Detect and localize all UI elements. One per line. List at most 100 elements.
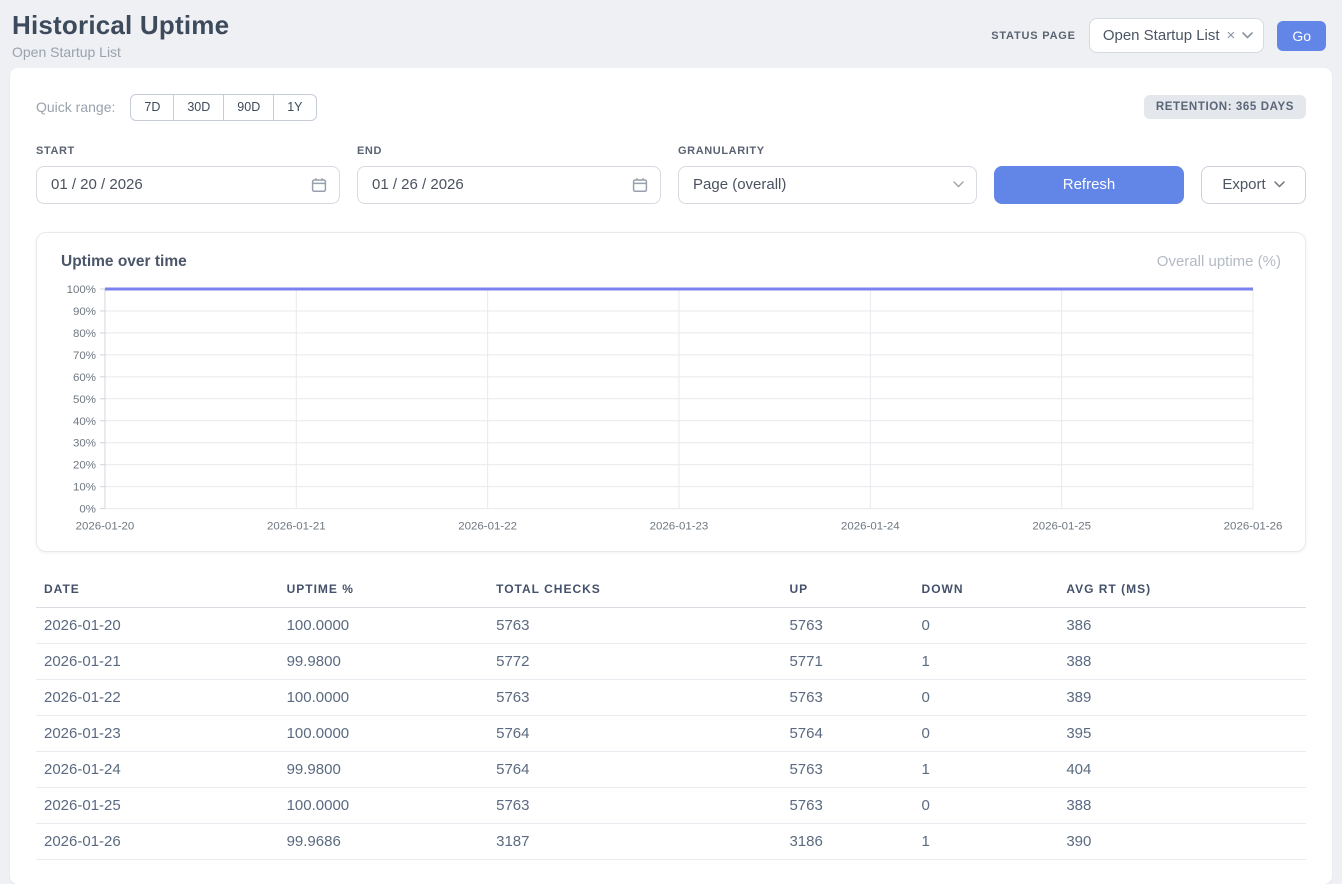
svg-text:2026-01-26: 2026-01-26: [1224, 520, 1283, 532]
table-cell: 99.9800: [279, 752, 489, 788]
table-cell: 0: [914, 788, 1059, 824]
svg-text:80%: 80%: [73, 328, 96, 340]
table-cell: 100.0000: [279, 680, 489, 716]
table-cell: 5763: [488, 788, 781, 824]
svg-text:2026-01-25: 2026-01-25: [1032, 520, 1091, 532]
end-date-input[interactable]: 01 / 26 / 2026: [357, 166, 661, 204]
column-header: UPTIME %: [279, 574, 489, 608]
page-title: Historical Uptime: [12, 10, 229, 41]
table-cell: 100.0000: [279, 608, 489, 644]
table-row: 2026-01-20100.0000576357630386: [36, 608, 1306, 644]
chart-title: Uptime over time: [61, 253, 187, 271]
table-cell: 5764: [488, 716, 781, 752]
svg-text:2026-01-24: 2026-01-24: [841, 520, 900, 532]
table-cell: 5763: [488, 680, 781, 716]
uptime-line-chart: 0%10%20%30%40%50%60%70%80%90%100%2026-01…: [59, 281, 1283, 533]
table-row: 2026-01-2199.9800577257711388: [36, 644, 1306, 680]
page-header: Historical Uptime Open Startup List STAT…: [0, 0, 1342, 68]
table-cell: 5763: [781, 788, 913, 824]
table-cell: 2026-01-20: [36, 608, 279, 644]
table-cell: 2026-01-26: [36, 824, 279, 860]
table-cell: 1: [914, 824, 1059, 860]
quick-range-button-90d[interactable]: 90D: [223, 94, 274, 121]
table-cell: 5764: [488, 752, 781, 788]
calendar-icon[interactable]: [311, 177, 327, 193]
table-cell: 5763: [781, 752, 913, 788]
granularity-label: GRANULARITY: [678, 145, 977, 157]
svg-text:0%: 0%: [79, 503, 96, 515]
table-row: 2026-01-2699.9686318731861390: [36, 824, 1306, 860]
end-field-label: END: [357, 145, 661, 157]
quick-range-group: 7D30D90D1Y: [130, 94, 316, 121]
svg-text:100%: 100%: [67, 284, 96, 296]
svg-text:50%: 50%: [73, 394, 96, 406]
svg-text:2026-01-20: 2026-01-20: [76, 520, 135, 532]
table-header-row: DATEUPTIME %TOTAL CHECKSUPDOWNAVG RT (MS…: [36, 574, 1306, 608]
calendar-icon[interactable]: [632, 177, 648, 193]
table-cell: 389: [1058, 680, 1306, 716]
status-page-controls: STATUS PAGE Open Startup List × Go: [991, 18, 1326, 53]
table-cell: 388: [1058, 644, 1306, 680]
page-subtitle: Open Startup List: [12, 44, 229, 60]
table-cell: 390: [1058, 824, 1306, 860]
page-heading: Historical Uptime Open Startup List: [12, 10, 229, 60]
table-cell: 5763: [781, 608, 913, 644]
svg-text:30%: 30%: [73, 438, 96, 450]
quick-range-label: Quick range:: [36, 99, 115, 115]
column-header: TOTAL CHECKS: [488, 574, 781, 608]
table-cell: 2026-01-25: [36, 788, 279, 824]
table-cell: 2026-01-23: [36, 716, 279, 752]
svg-text:70%: 70%: [73, 350, 96, 362]
main-card: Quick range: 7D30D90D1Y RETENTION: 365 D…: [10, 68, 1332, 884]
table-row: 2026-01-25100.0000576357630388: [36, 788, 1306, 824]
table-cell: 0: [914, 680, 1059, 716]
export-label: Export: [1222, 176, 1265, 193]
table-cell: 99.9800: [279, 644, 489, 680]
uptime-table: DATEUPTIME %TOTAL CHECKSUPDOWNAVG RT (MS…: [36, 574, 1306, 860]
status-page-value: Open Startup List: [1103, 27, 1220, 44]
svg-text:60%: 60%: [73, 372, 96, 384]
svg-text:2026-01-22: 2026-01-22: [458, 520, 517, 532]
svg-text:2026-01-23: 2026-01-23: [650, 520, 709, 532]
quick-range-row: Quick range: 7D30D90D1Y RETENTION: 365 D…: [36, 94, 1306, 121]
start-date-value: 01 / 20 / 2026: [51, 176, 143, 193]
quick-range-button-7d[interactable]: 7D: [130, 94, 174, 121]
table-cell: 100.0000: [279, 716, 489, 752]
column-header: DATE: [36, 574, 279, 608]
status-page-select[interactable]: Open Startup List ×: [1089, 18, 1265, 53]
chart-legend: Overall uptime (%): [1157, 253, 1281, 270]
go-button[interactable]: Go: [1277, 21, 1326, 51]
end-date-value: 01 / 26 / 2026: [372, 176, 464, 193]
table-cell: 0: [914, 716, 1059, 752]
export-button[interactable]: Export: [1201, 166, 1306, 204]
svg-text:10%: 10%: [73, 482, 96, 494]
table-cell: 2026-01-22: [36, 680, 279, 716]
table-cell: 2026-01-21: [36, 644, 279, 680]
table-cell: 5771: [781, 644, 913, 680]
granularity-select[interactable]: Page (overall): [678, 166, 977, 204]
granularity-value: Page (overall): [693, 176, 786, 193]
table-row: 2026-01-23100.0000576457640395: [36, 716, 1306, 752]
quick-range-button-30d[interactable]: 30D: [173, 94, 224, 121]
chevron-down-icon: [1242, 32, 1253, 39]
chevron-down-icon: [1274, 181, 1285, 188]
start-date-input[interactable]: 01 / 20 / 2026: [36, 166, 340, 204]
refresh-button[interactable]: Refresh: [994, 166, 1184, 204]
svg-text:90%: 90%: [73, 306, 96, 318]
table-row: 2026-01-2499.9800576457631404: [36, 752, 1306, 788]
table-row: 2026-01-22100.0000576357630389: [36, 680, 1306, 716]
table-cell: 1: [914, 644, 1059, 680]
table-cell: 3186: [781, 824, 913, 860]
start-field-label: START: [36, 145, 340, 157]
retention-badge: RETENTION: 365 DAYS: [1144, 95, 1306, 119]
table-cell: 388: [1058, 788, 1306, 824]
clear-icon[interactable]: ×: [1227, 28, 1236, 43]
table-cell: 5772: [488, 644, 781, 680]
filter-row: START 01 / 20 / 2026 END 01 / 26 / 2026: [36, 145, 1306, 204]
quick-range-button-1y[interactable]: 1Y: [273, 94, 316, 121]
svg-text:2026-01-21: 2026-01-21: [267, 520, 326, 532]
table-cell: 2026-01-24: [36, 752, 279, 788]
column-header: AVG RT (MS): [1058, 574, 1306, 608]
svg-text:20%: 20%: [73, 460, 96, 472]
table-cell: 0: [914, 608, 1059, 644]
